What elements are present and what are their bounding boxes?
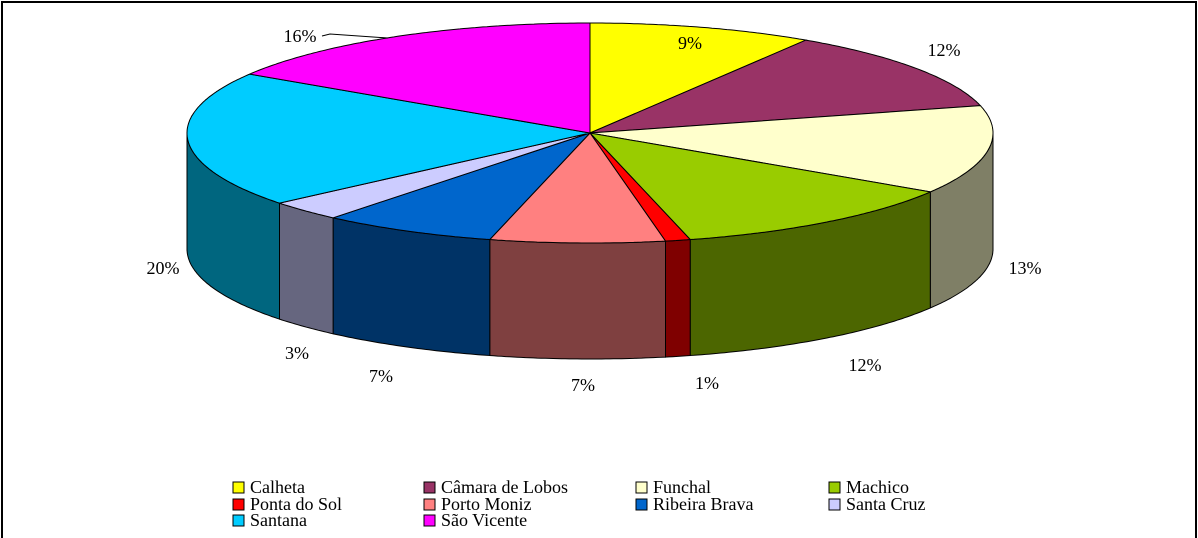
data-label: 3% [285,343,309,363]
data-label: 13% [1009,258,1042,278]
legend-label: Calheta [250,477,305,497]
slice [488,132,667,244]
data-label: 16% [284,26,317,46]
slice [589,22,808,134]
legend-label: Câmara de Lobos [441,477,568,497]
legend-swatch [635,498,648,511]
legend-swatch [232,514,245,527]
slice [589,105,994,193]
data-label: 12% [849,355,882,375]
leader-line [321,33,389,39]
slice [186,73,591,204]
legend-label: Porto Moniz [441,494,532,514]
data-label: 12% [928,40,961,60]
data-label: 20% [147,258,180,278]
slice [331,132,591,241]
legend-swatch [423,481,436,494]
slice-side [665,238,691,358]
legend-label: São Vicente [441,510,527,530]
legend-swatch [423,498,436,511]
slice [588,132,932,241]
slice-side [489,238,666,360]
legend-label: Santa Cruz [846,494,925,514]
legend-swatch [423,514,436,527]
legend-swatch [828,498,841,511]
data-label: 7% [369,366,393,386]
legend-label: Funchal [653,477,711,497]
data-label: 9% [678,33,702,53]
legend-label: Ribeira Brava [653,494,753,514]
slice-side [279,202,334,335]
legend-label: Ponta do Sol [250,494,342,514]
legend-label: Machico [846,477,909,497]
legend-label: Santana [250,510,307,530]
slice-side [332,217,491,357]
slice [589,132,692,242]
legend-swatch [635,481,648,494]
slice [589,39,982,134]
legend-swatch [232,498,245,511]
slice [248,22,591,134]
slice [277,132,591,219]
data-label: 7% [571,375,595,395]
data-label: 1% [695,373,719,393]
legend-swatch [828,481,841,494]
legend-swatch [232,481,245,494]
